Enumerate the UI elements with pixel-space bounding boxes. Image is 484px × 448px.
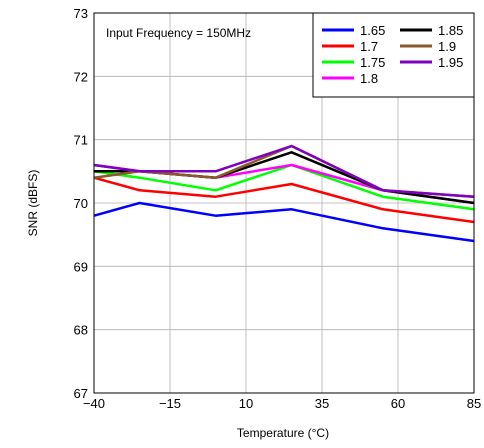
series-line-1-75	[93, 163, 475, 211]
legend-label-1-75: 1.75	[360, 55, 385, 70]
legend-label-1-95: 1.95	[438, 55, 463, 70]
x-tick-label: −40	[83, 396, 105, 411]
y-tick-label: 69	[74, 259, 88, 274]
legend-label-1-65: 1.65	[360, 23, 385, 38]
series-line-1-65	[93, 201, 475, 243]
y-tick-label: 71	[74, 133, 88, 148]
x-tick-label: −15	[159, 396, 181, 411]
input-frequency-annotation: Input Frequency = 150MHz	[106, 26, 251, 40]
y-tick-label: 68	[74, 323, 88, 338]
legend-label-1-9: 1.9	[438, 39, 456, 54]
legend-label-1-7: 1.7	[360, 39, 378, 54]
legend-label-1-8: 1.8	[360, 71, 378, 86]
y-tick-label: 70	[74, 196, 88, 211]
x-tick-label: 10	[239, 396, 253, 411]
legend-label-1-85: 1.85	[438, 23, 463, 38]
tick-labels: −40 −15 10 35 60 85 67 68 69 70 71 72 73	[74, 6, 482, 411]
legend-box	[312, 12, 475, 98]
series-lines	[93, 144, 475, 243]
x-tick-label: 60	[391, 396, 405, 411]
series-line-1-85	[94, 151, 475, 205]
series-line-1-7	[93, 176, 475, 224]
x-axis-title: Temperature (°C)	[237, 426, 329, 440]
legend: 1.651.71.751.8 1.851.91.95	[312, 12, 475, 98]
y-axis-title: SNR (dBFS)	[26, 170, 40, 237]
x-tick-label: 85	[467, 396, 481, 411]
y-tick-label: 73	[74, 6, 88, 21]
y-tick-label: 72	[74, 69, 88, 84]
y-tick-label: 67	[74, 386, 88, 401]
series-line-1-95	[93, 144, 475, 198]
plot-frame	[93, 12, 475, 394]
x-tick-label: 35	[315, 396, 329, 411]
